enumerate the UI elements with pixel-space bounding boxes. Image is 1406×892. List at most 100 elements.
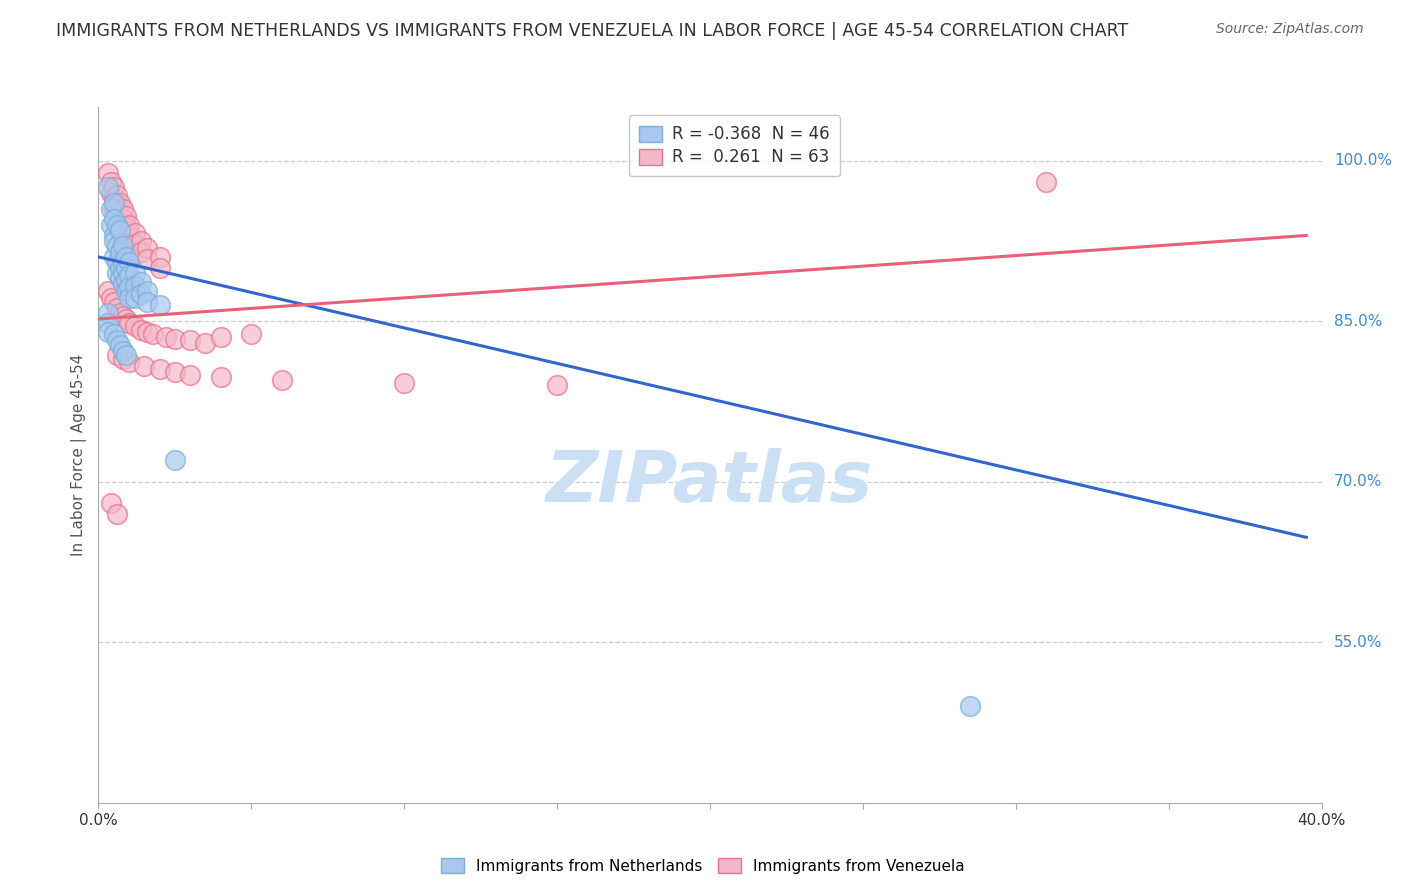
Point — [108, 207, 131, 221]
Point — [118, 268, 141, 282]
Point — [142, 326, 165, 341]
Point — [97, 284, 120, 298]
Point — [111, 223, 134, 237]
Point — [136, 294, 159, 309]
Point — [240, 326, 263, 341]
Point — [118, 355, 141, 369]
Text: 70.0%: 70.0% — [1334, 475, 1382, 489]
Point — [115, 312, 138, 326]
Point — [134, 359, 156, 373]
Point — [103, 180, 125, 194]
Point — [111, 202, 134, 216]
Point — [111, 344, 134, 359]
Text: 85.0%: 85.0% — [1334, 314, 1382, 328]
Point — [111, 212, 134, 227]
Point — [97, 166, 120, 180]
Point — [129, 275, 152, 289]
Point — [111, 255, 134, 269]
Point — [105, 209, 128, 223]
Point — [105, 507, 128, 521]
Point — [136, 325, 159, 339]
Point — [108, 218, 131, 232]
Point — [115, 219, 138, 234]
Point — [124, 319, 146, 334]
Point — [129, 244, 152, 259]
Legend: R = -0.368  N = 46, R =  0.261  N = 63: R = -0.368 N = 46, R = 0.261 N = 63 — [628, 115, 839, 177]
Point — [111, 309, 134, 323]
Point — [100, 175, 122, 189]
Point — [105, 198, 128, 212]
Text: IMMIGRANTS FROM NETHERLANDS VS IMMIGRANTS FROM VENEZUELA IN LABOR FORCE | AGE 45: IMMIGRANTS FROM NETHERLANDS VS IMMIGRANT… — [56, 22, 1129, 40]
Point — [103, 234, 125, 248]
Point — [97, 316, 120, 330]
Point — [100, 291, 122, 305]
Point — [111, 277, 134, 291]
Point — [105, 266, 128, 280]
Point — [103, 326, 125, 341]
Point — [118, 228, 141, 243]
Point — [115, 209, 138, 223]
Point — [105, 301, 128, 316]
Point — [149, 362, 172, 376]
Point — [97, 180, 120, 194]
Point — [103, 196, 125, 211]
Point — [100, 202, 122, 216]
Point — [209, 369, 232, 384]
Point — [108, 260, 131, 275]
Point — [115, 273, 138, 287]
Point — [103, 250, 125, 264]
Point — [108, 223, 131, 237]
Point — [105, 348, 128, 362]
Point — [115, 260, 138, 275]
Point — [118, 255, 141, 269]
Point — [108, 271, 131, 285]
Point — [149, 298, 172, 312]
Point — [100, 218, 122, 232]
Point — [129, 287, 152, 301]
Point — [118, 280, 141, 294]
Point — [124, 237, 146, 252]
Text: Source: ZipAtlas.com: Source: ZipAtlas.com — [1216, 22, 1364, 37]
Point — [163, 366, 186, 380]
Point — [129, 323, 152, 337]
Point — [100, 186, 122, 200]
Point — [124, 266, 146, 280]
Point — [105, 334, 128, 348]
Point — [179, 334, 201, 348]
Point — [115, 284, 138, 298]
Y-axis label: In Labor Force | Age 45-54: In Labor Force | Age 45-54 — [72, 354, 87, 556]
Point — [179, 368, 201, 382]
Point — [163, 332, 186, 346]
Point — [136, 252, 159, 266]
Point — [124, 278, 146, 293]
Point — [115, 250, 138, 264]
Point — [108, 244, 131, 259]
Point — [105, 239, 128, 253]
Point — [118, 218, 141, 232]
Point — [136, 284, 159, 298]
Point — [105, 187, 128, 202]
Text: 55.0%: 55.0% — [1334, 635, 1382, 649]
Point — [103, 294, 125, 309]
Point — [105, 255, 128, 269]
Point — [194, 335, 217, 350]
Point — [124, 248, 146, 262]
Point — [155, 330, 177, 344]
Point — [108, 305, 131, 319]
Point — [108, 337, 131, 351]
Point — [97, 325, 120, 339]
Point — [209, 330, 232, 344]
Text: 100.0%: 100.0% — [1334, 153, 1392, 168]
Point — [270, 373, 292, 387]
Point — [105, 218, 128, 232]
Point — [149, 250, 172, 264]
Point — [115, 348, 138, 362]
Point — [129, 234, 152, 248]
Point — [111, 239, 134, 253]
Point — [100, 496, 122, 510]
Point — [115, 230, 138, 244]
Point — [546, 378, 568, 392]
Point — [111, 266, 134, 280]
Point — [124, 291, 146, 305]
Point — [959, 699, 981, 714]
